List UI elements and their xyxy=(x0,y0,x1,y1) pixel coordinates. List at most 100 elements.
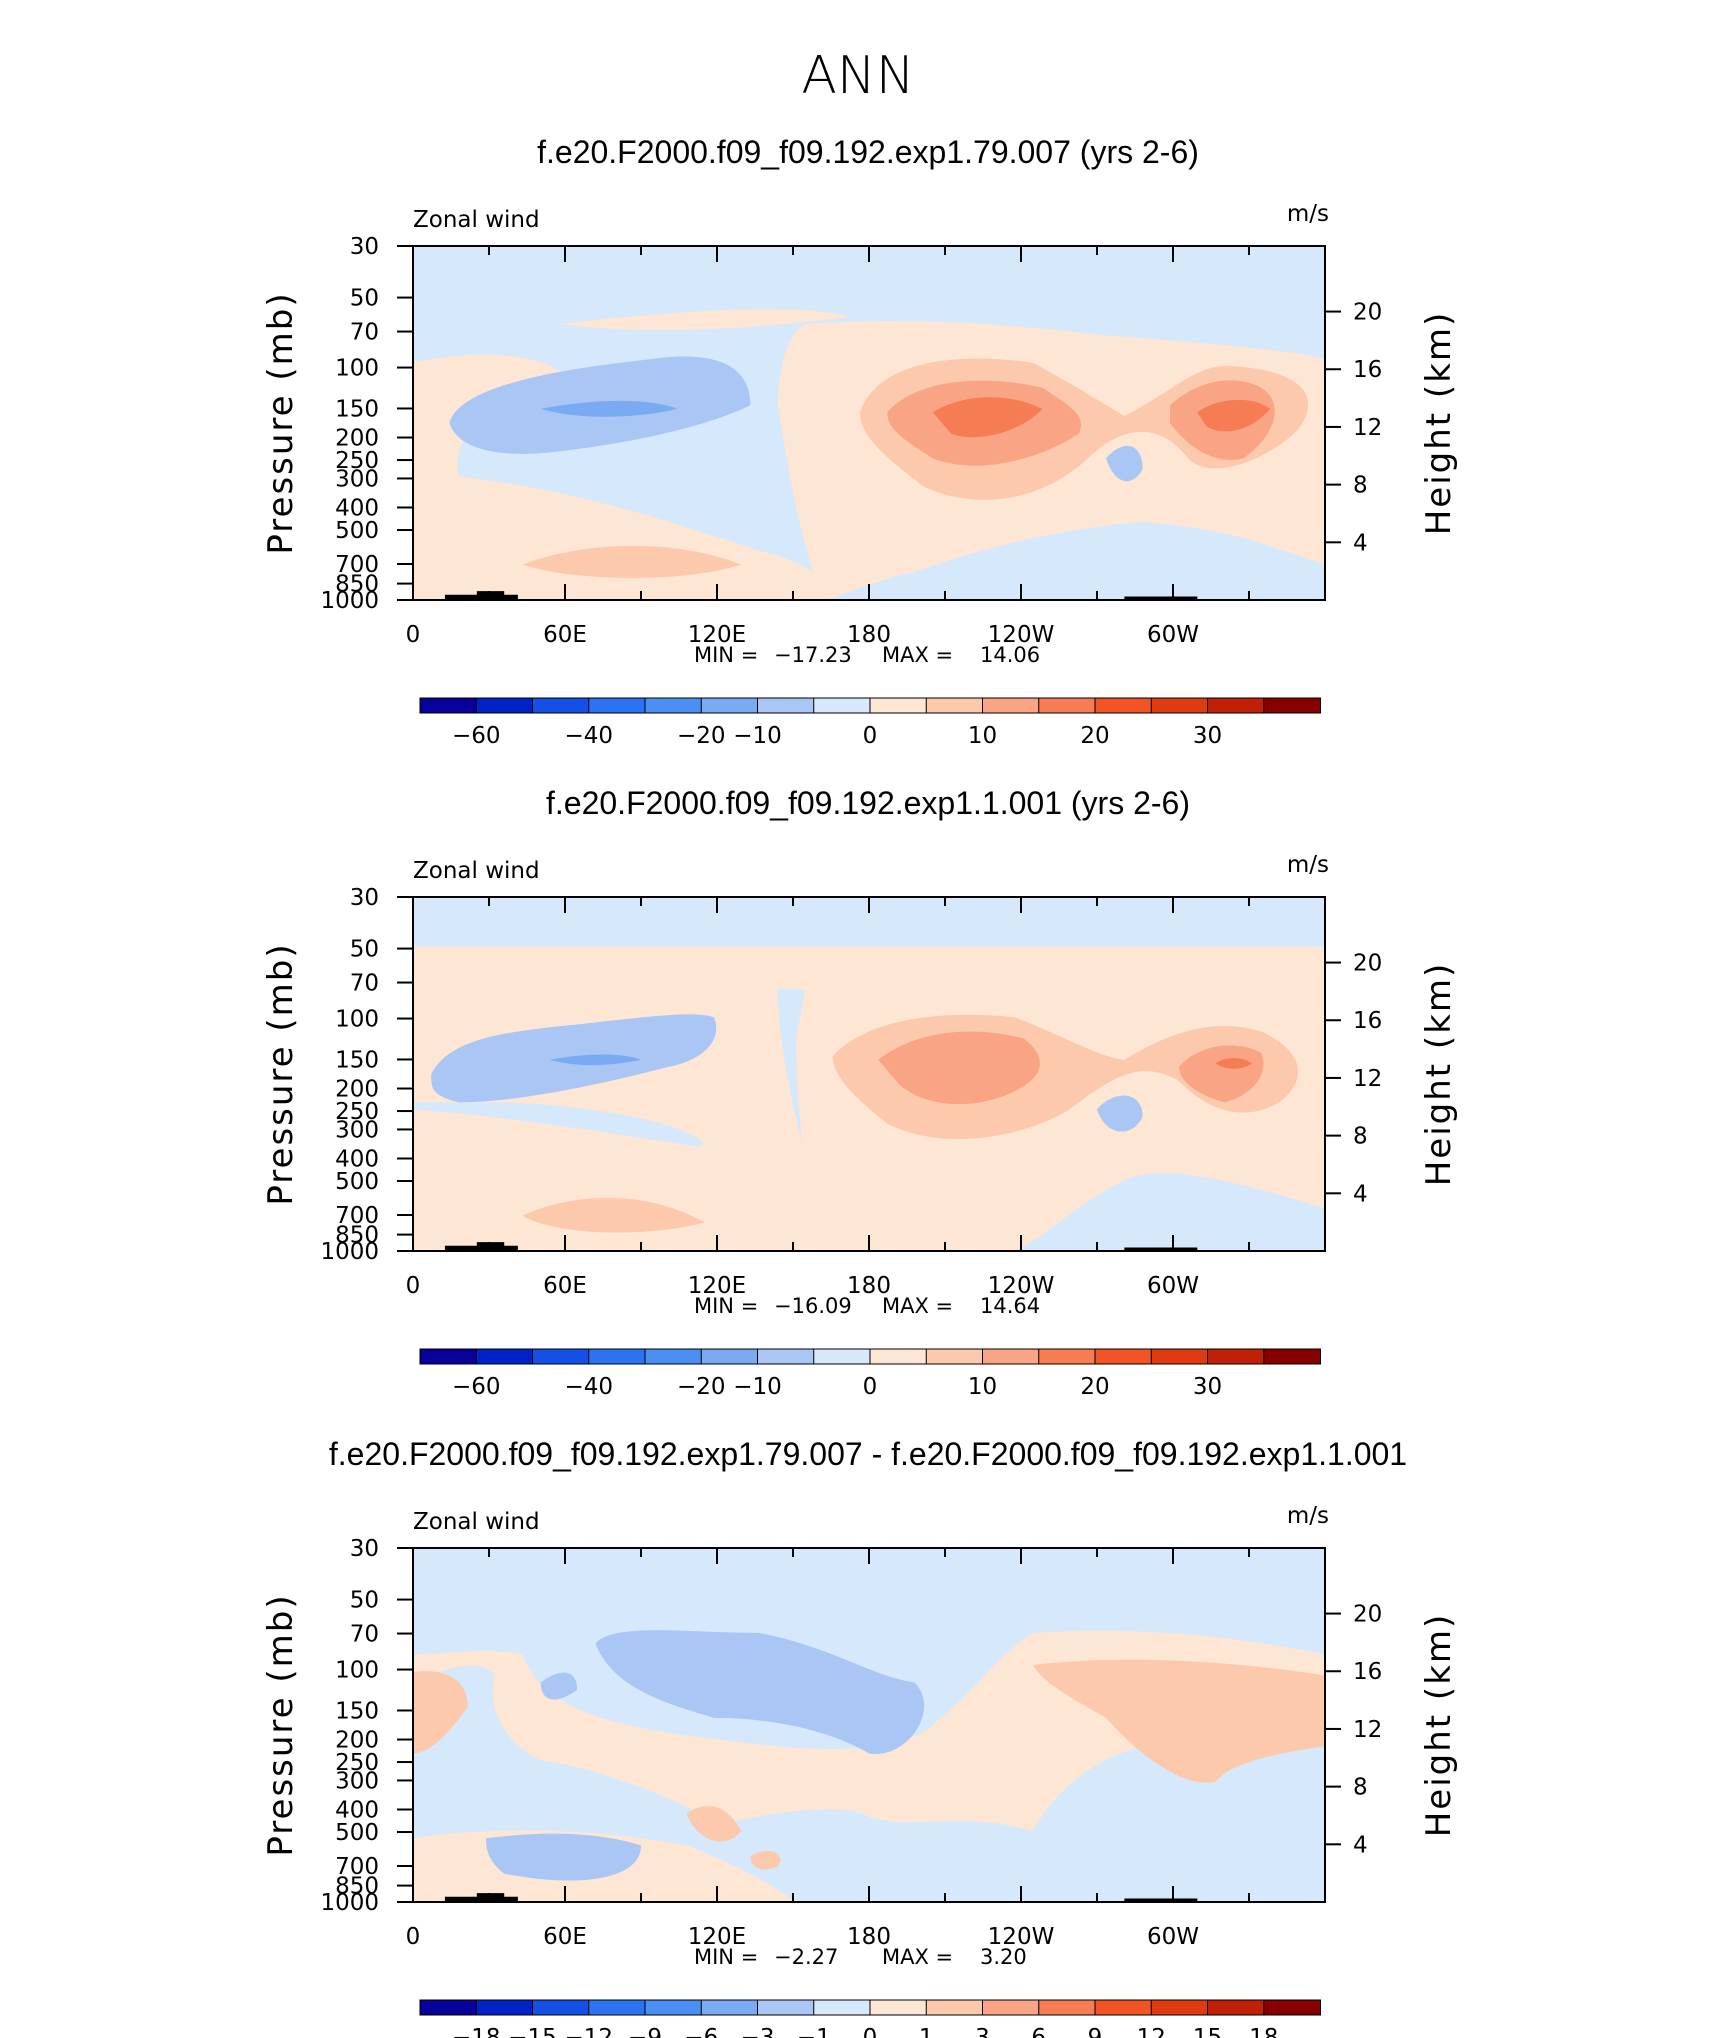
y-tick-label: 70 xyxy=(350,1622,379,1648)
contour-region xyxy=(1106,445,1143,482)
y-tick-label: 100 xyxy=(335,1007,379,1033)
colorbar-swatch xyxy=(700,1348,759,1365)
colorbar-label: 20 xyxy=(1080,1374,1109,1400)
y2-tick-label: 8 xyxy=(1353,1775,1368,1801)
colorbar-swatch xyxy=(1038,697,1096,714)
y-tick-label: 700 xyxy=(335,1854,379,1880)
figure-title: ANN xyxy=(801,46,914,106)
y-tick-label: 400 xyxy=(335,1797,379,1823)
y-tick-label: 300 xyxy=(335,1768,379,1794)
colorbar-swatch xyxy=(925,697,984,714)
x-tick-label: 0 xyxy=(406,1924,421,1950)
colorbar-swatch xyxy=(1150,1999,1209,2016)
colorbar-swatch xyxy=(1150,1348,1209,1365)
y2-axis-label: Height (km) xyxy=(1419,962,1459,1187)
colorbar-label: 15 xyxy=(1193,2025,1222,2038)
y-tick-label: 70 xyxy=(350,971,379,997)
y-tick-label: 850 xyxy=(335,1223,379,1249)
y-tick-label: 500 xyxy=(335,1820,379,1846)
x-tick-label: 180 xyxy=(847,1273,891,1299)
colorbar-swatch xyxy=(419,1999,478,2016)
colorbar-label: 1 xyxy=(919,2025,934,2038)
colorbar-label: −15 xyxy=(508,2025,557,2038)
x-tick-label: 120E xyxy=(688,622,746,648)
y-tick-label: 250 xyxy=(335,448,379,474)
y-tick-label: 150 xyxy=(335,396,379,422)
contour-panel-1: f.e20.F2000.f09_f09.192.exp1.79.007 (yrs… xyxy=(261,134,1459,749)
x-tick-label: 60W xyxy=(1147,1924,1199,1950)
x-tick-label: 0 xyxy=(406,1273,421,1299)
y-tick-label: 300 xyxy=(335,466,379,492)
colorbar-swatch xyxy=(757,697,815,714)
y-tick-label: 100 xyxy=(335,1658,379,1684)
colorbar-swatch xyxy=(588,1348,646,1365)
units-label: m/s xyxy=(1287,1503,1329,1529)
y-tick-label: 1000 xyxy=(320,1239,379,1265)
colorbar-swatch xyxy=(1094,697,1153,714)
colorbar-label: −20 xyxy=(677,723,726,749)
x-tick-label: 60E xyxy=(543,1273,587,1299)
colorbar-swatch xyxy=(644,697,703,714)
y2-tick-label: 4 xyxy=(1353,530,1368,556)
colorbar-swatch xyxy=(532,697,590,714)
variable-name: Zonal wind xyxy=(413,207,540,233)
x-tick-label: 120W xyxy=(988,1273,1055,1299)
colorbar-swatch xyxy=(757,1348,815,1365)
y-axis-label: Pressure (mb) xyxy=(261,291,301,554)
x-tick-label: 120E xyxy=(688,1924,746,1950)
y2-axis-label: Height (km) xyxy=(1419,311,1459,536)
colorbar-swatch xyxy=(982,697,1040,714)
panel-title: f.e20.F2000.f09_f09.192.exp1.1.001 (yrs … xyxy=(546,785,1190,821)
colorbar-swatch xyxy=(419,1348,478,1365)
colorbar-swatch xyxy=(1038,1348,1096,1365)
x-tick-label: 120W xyxy=(988,622,1055,648)
min-value: −17.23 xyxy=(774,643,852,667)
colorbar-swatch xyxy=(532,1999,590,2016)
colorbar-swatch xyxy=(1150,697,1209,714)
y2-tick-label: 4 xyxy=(1353,1181,1368,1207)
colorbar-label: −12 xyxy=(564,2025,613,2038)
y2-tick-label: 16 xyxy=(1353,1008,1382,1034)
y-tick-label: 50 xyxy=(350,937,379,963)
colorbar-swatch xyxy=(475,697,534,714)
variable-name: Zonal wind xyxy=(413,1509,540,1535)
y-tick-label: 200 xyxy=(335,1728,379,1754)
y-tick-label: 150 xyxy=(335,1047,379,1073)
y2-tick-label: 4 xyxy=(1353,1832,1368,1858)
min-value: −2.27 xyxy=(774,1945,838,1969)
x-tick-label: 180 xyxy=(847,622,891,648)
min-label: MIN = xyxy=(694,1294,758,1318)
y2-tick-label: 20 xyxy=(1353,300,1382,326)
contour-region xyxy=(413,354,826,600)
max-value: 14.64 xyxy=(980,1294,1040,1318)
colorbar-swatch xyxy=(1263,697,1321,714)
colorbar-label: −18 xyxy=(452,2025,501,2038)
colorbar-label: 12 xyxy=(1137,2025,1166,2038)
y-tick-label: 70 xyxy=(350,320,379,346)
y-tick-label: 100 xyxy=(335,356,379,382)
plot-area xyxy=(413,897,1325,1251)
y-tick-label: 30 xyxy=(350,234,379,260)
colorbar-swatch xyxy=(419,697,478,714)
y-tick-label: 500 xyxy=(335,518,379,544)
colorbar-swatch xyxy=(813,697,871,714)
y-axis-label: Pressure (mb) xyxy=(261,1593,301,1856)
colorbar-swatch xyxy=(813,1999,871,2016)
colorbar-swatch xyxy=(475,1999,534,2016)
y2-axis-label: Height (km) xyxy=(1419,1613,1459,1838)
x-tick-label: 60E xyxy=(543,622,587,648)
y-tick-label: 1000 xyxy=(320,588,379,614)
y-tick-label: 700 xyxy=(335,1203,379,1229)
colorbar-swatch xyxy=(1094,1999,1153,2016)
y2-tick-label: 20 xyxy=(1353,951,1382,977)
colorbar-swatch xyxy=(925,1348,984,1365)
colorbar: −60 −40 −20 −10 0 10 20 30 xyxy=(419,697,1321,749)
contour-region xyxy=(878,1031,1264,1105)
colorbar-label: 10 xyxy=(968,1374,997,1400)
colorbar-label: −10 xyxy=(733,1374,782,1400)
colorbar-swatch xyxy=(532,1348,590,1365)
colorbar-swatch xyxy=(1263,1348,1321,1365)
colorbar-swatch xyxy=(700,697,759,714)
colorbar-label: −20 xyxy=(677,1374,726,1400)
colorbar-swatch xyxy=(869,1999,928,2016)
